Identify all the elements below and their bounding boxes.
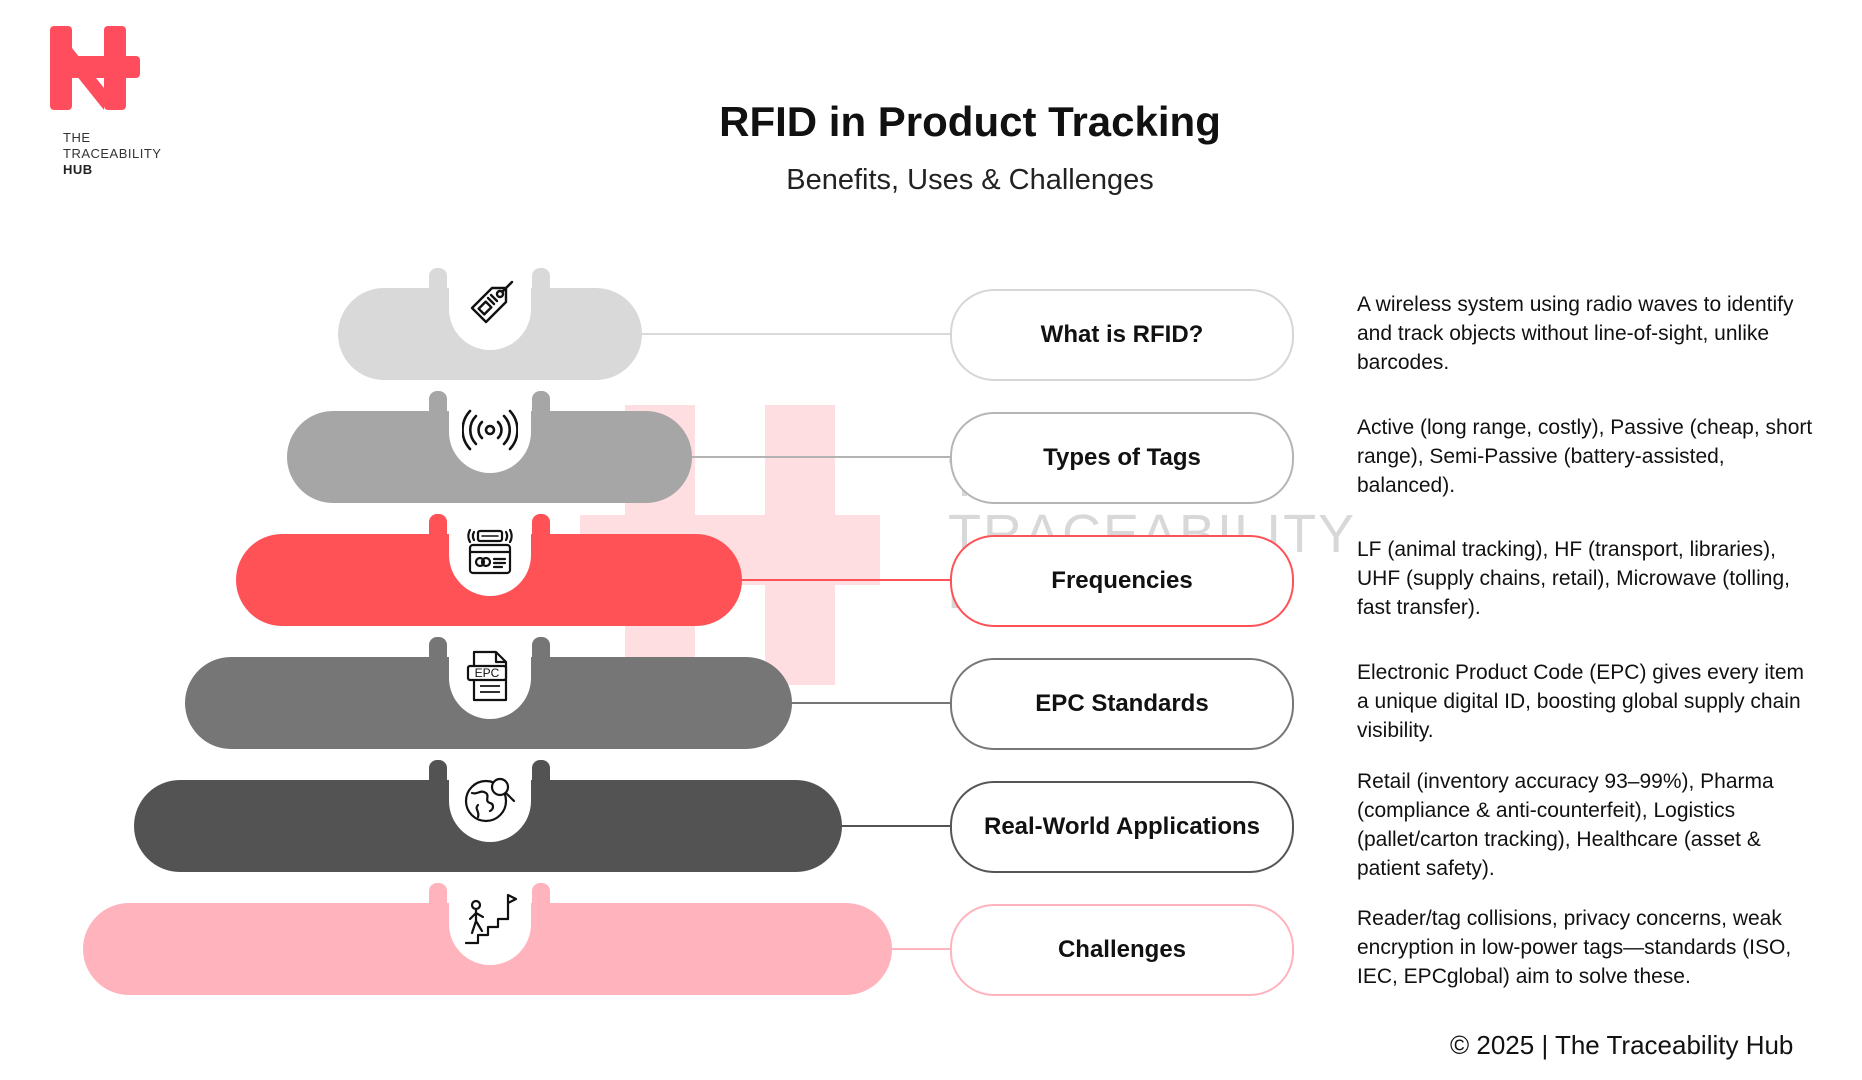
epc-document-icon: EPC	[466, 650, 508, 702]
step-description-3: LF (animal tracking), HF (transport, lib…	[1357, 538, 1790, 619]
connector-line-2	[690, 456, 956, 458]
logo-line-1: THE	[63, 130, 91, 145]
bar-tab-left-1	[429, 268, 447, 294]
page-subtitle: Benefits, Uses & Challenges	[786, 164, 1154, 196]
bar-tab-right-2	[532, 391, 550, 417]
stairs-flag-icon	[464, 893, 518, 945]
radio-waves-icon	[462, 409, 518, 451]
connector-line-1	[640, 333, 956, 335]
icon-holder-1	[449, 272, 531, 350]
bar-tab-right-4	[532, 637, 550, 663]
step-pill-4: EPC Standards	[950, 658, 1294, 750]
step-pill-3: Frequencies	[950, 535, 1294, 627]
bar-tab-right-6	[532, 883, 550, 909]
step-pill-1: What is RFID?	[950, 289, 1294, 381]
step-pill-2: Types of Tags	[950, 412, 1294, 504]
step-pill-5: Real-World Applications	[950, 781, 1294, 873]
rfid-card-icon	[467, 528, 513, 575]
step-description-1: A wireless system using radio waves to i…	[1357, 293, 1794, 374]
step-label-6: Challenges	[1057, 936, 1187, 963]
globe-search-icon	[464, 777, 516, 823]
step-label-2: Types of Tags	[1043, 444, 1201, 471]
logo-wordmark: THE TRACEABILITY HUB	[63, 130, 161, 178]
step-label-1: What is RFID?	[1040, 321, 1204, 348]
step-description-2: Active (long range, costly), Passive (ch…	[1357, 416, 1813, 497]
rfid-tag-icon	[470, 280, 514, 324]
step-label-3: Frequencies	[1051, 567, 1193, 594]
step-label-5: Real-World Applications	[983, 813, 1261, 840]
connector-line-4	[790, 702, 956, 704]
step-pill-6: Challenges	[950, 904, 1294, 996]
step-description-5: Retail (inventory accuracy 93–99%), Phar…	[1357, 770, 1774, 880]
bar-tab-left-2	[429, 391, 447, 417]
step-description-4: Electronic Product Code (EPC) gives ever…	[1357, 661, 1804, 742]
bar-tab-right-5	[532, 760, 550, 786]
bar-tab-left-6	[429, 883, 447, 909]
bar-tab-right-1	[532, 268, 550, 294]
page-title: RFID in Product Tracking	[719, 98, 1221, 145]
logo-line-3: HUB	[63, 162, 93, 177]
bar-tab-left-4	[429, 637, 447, 663]
step-label-4: EPC Standards	[1035, 690, 1209, 717]
connector-line-6	[890, 948, 956, 950]
bar-tab-left-3	[429, 514, 447, 540]
logo-line-2: TRACEABILITY	[63, 146, 162, 161]
svg-text:EPC: EPC	[475, 666, 500, 680]
connector-line-5	[840, 825, 956, 827]
traceability-hub-logo	[50, 26, 140, 110]
connector-line-3	[740, 579, 956, 581]
copyright-footer: © 2025 | The Traceability Hub	[1450, 1030, 1794, 1060]
step-description-6: Reader/tag collisions, privacy concerns,…	[1357, 907, 1792, 988]
bar-tab-right-3	[532, 514, 550, 540]
bar-tab-left-5	[429, 760, 447, 786]
